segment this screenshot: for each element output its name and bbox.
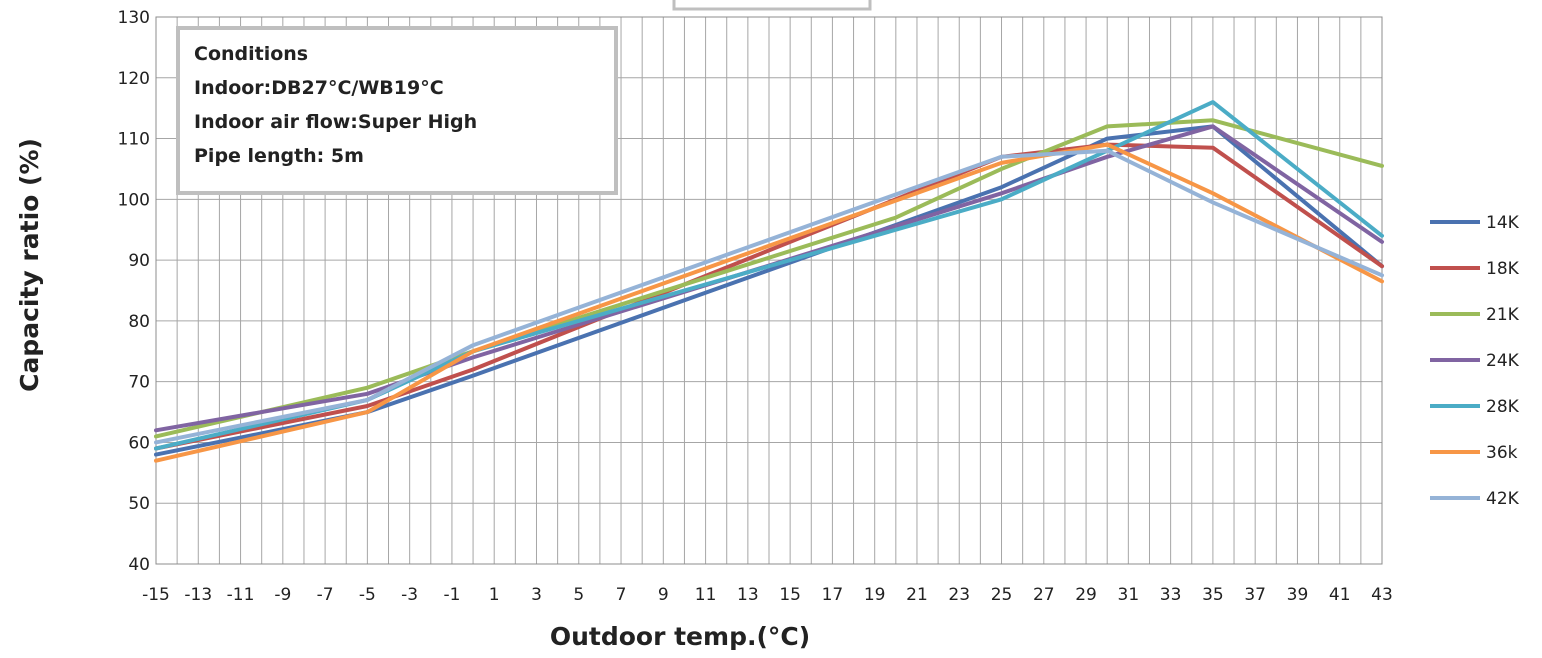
- y-tick-label: 120: [118, 69, 150, 89]
- x-tick-label: -15: [142, 585, 170, 605]
- legend-label: 28K: [1486, 397, 1520, 417]
- conditions-line-4: Pipe length: 5m: [194, 145, 364, 167]
- legend-label: 24K: [1486, 351, 1520, 371]
- x-tick-label: 21: [906, 585, 928, 605]
- y-tick-label: 110: [118, 130, 150, 150]
- y-axis-label: Capacity ratio (%): [15, 138, 44, 392]
- y-tick-label: 80: [128, 312, 150, 332]
- y-tick-label: 130: [118, 8, 150, 28]
- x-tick-label: 3: [531, 585, 542, 605]
- legend-item-24k: 24K: [1430, 351, 1520, 371]
- x-tick-label: -1: [443, 585, 460, 605]
- x-tick-label: 23: [948, 585, 970, 605]
- legend-label: 14K: [1486, 213, 1520, 233]
- x-tick-label: -13: [184, 585, 212, 605]
- x-tick-label: 31: [1118, 585, 1140, 605]
- x-tick-label: 19: [864, 585, 886, 605]
- x-tick-label: 9: [658, 585, 669, 605]
- x-tick-label: 27: [1033, 585, 1055, 605]
- x-tick-label: 13: [737, 585, 759, 605]
- series-line-21k: [154, 118, 1384, 439]
- x-tick-label: 11: [695, 585, 717, 605]
- x-tick-label: 43: [1371, 585, 1393, 605]
- x-tick-label: 33: [1160, 585, 1182, 605]
- plot-area-frame: [155, 16, 1383, 565]
- legend-label: 18K: [1486, 259, 1520, 279]
- x-tick-label: 41: [1329, 585, 1351, 605]
- x-tick-label: 17: [822, 585, 844, 605]
- conditions-line-3: Indoor air flow:Super High: [194, 111, 477, 133]
- plot-border: [155, 16, 1383, 565]
- x-tick-label: -7: [317, 585, 334, 605]
- x-tick-label: 37: [1244, 585, 1266, 605]
- series-line-24k: [154, 124, 1384, 433]
- x-axis-label: Outdoor temp.(°C): [550, 622, 810, 651]
- y-tick-label: 70: [128, 373, 150, 393]
- x-tick-label: 39: [1287, 585, 1309, 605]
- x-tick-label: -9: [274, 585, 291, 605]
- title-box: [672, 0, 872, 11]
- x-tick-label: -11: [227, 585, 255, 605]
- legend-item-18k: 18K: [1430, 259, 1520, 279]
- series-lines: [154, 100, 1384, 463]
- conditions-line-2: Indoor:DB27°C/WB19°C: [194, 77, 444, 99]
- conditions-box: Conditions Indoor:DB27°C/WB19°C Indoor a…: [176, 26, 618, 195]
- x-tick-label: 29: [1075, 585, 1097, 605]
- legend-item-42k: 42K: [1430, 489, 1520, 509]
- x-tick-label: -3: [401, 585, 418, 605]
- series-line-42k: [154, 148, 1384, 445]
- legend-item-21k: 21K: [1430, 305, 1520, 325]
- x-tick-label: 35: [1202, 585, 1224, 605]
- legend-label: 21K: [1486, 305, 1520, 325]
- y-tick-label: 50: [128, 494, 150, 514]
- legend-item-36k: 36k: [1430, 443, 1518, 463]
- x-tick-label: -5: [359, 585, 376, 605]
- x-tick-label: 7: [616, 585, 627, 605]
- x-tick-label: 25: [991, 585, 1013, 605]
- y-tick-label: 60: [128, 433, 150, 453]
- conditions-line-1: Conditions: [194, 43, 308, 65]
- x-tick-label: 15: [779, 585, 801, 605]
- x-tick-label: 5: [573, 585, 584, 605]
- series-line-36k: [154, 142, 1384, 463]
- legend: 14K 18K 21K 24K 28K 36k 42K: [1430, 213, 1520, 509]
- y-tick-label: 90: [128, 251, 150, 271]
- legend-item-28k: 28K: [1430, 397, 1520, 417]
- x-tick-label: 1: [489, 585, 500, 605]
- legend-label: 42K: [1486, 489, 1520, 509]
- y-tick-labels: 40 50 60 70 80 90 100 110 120 130: [118, 8, 150, 575]
- legend-label: 36k: [1486, 443, 1518, 463]
- y-tick-label: 40: [128, 555, 150, 575]
- x-tick-labels: -15 -13 -11 -9 -7 -5 -3 -1 1 3 5 7 9 11 13 15 17 19 21 23 25…: [142, 585, 1393, 605]
- legend-item-14k: 14K: [1430, 213, 1520, 233]
- y-tick-label: 100: [118, 190, 150, 210]
